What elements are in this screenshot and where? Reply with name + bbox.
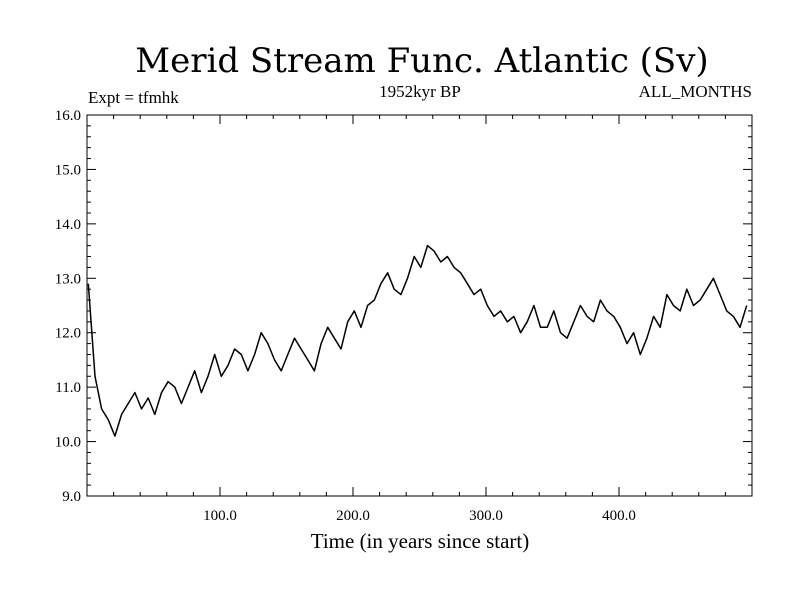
series-line bbox=[87, 244, 748, 437]
chart-title: Merid Stream Func. Atlantic (Sv) bbox=[135, 41, 708, 81]
chart-subtitle: 1952kyr BP bbox=[379, 82, 461, 101]
months-label: ALL_MONTHS bbox=[639, 82, 752, 101]
y-tick-label: 11.0 bbox=[55, 380, 81, 396]
x-axis-label: Time (in years since start) bbox=[311, 529, 530, 553]
axes: 9.0 10.0 11.0 12.0 13.0 14.0 15.0 16.0 100.0 200.… bbox=[55, 108, 753, 524]
y-tick-label: 15.0 bbox=[55, 162, 81, 178]
x-tick-label: 200.0 bbox=[336, 508, 370, 524]
y-tick-label: 16.0 bbox=[55, 108, 81, 124]
experiment-label: Expt = tfmhk bbox=[88, 88, 179, 107]
x-tick-label: 100.0 bbox=[203, 508, 237, 524]
y-tick-label: 14.0 bbox=[55, 217, 81, 233]
plot-area bbox=[87, 244, 748, 437]
y-tick-label: 13.0 bbox=[55, 271, 81, 287]
y-tick-label: 9.0 bbox=[62, 489, 81, 505]
y-tick-label: 10.0 bbox=[55, 435, 81, 451]
x-tick-label: 400.0 bbox=[602, 508, 636, 524]
y-tick-label: 12.0 bbox=[55, 326, 81, 342]
x-tick-label: 300.0 bbox=[469, 508, 503, 524]
plot-frame bbox=[86, 114, 753, 497]
